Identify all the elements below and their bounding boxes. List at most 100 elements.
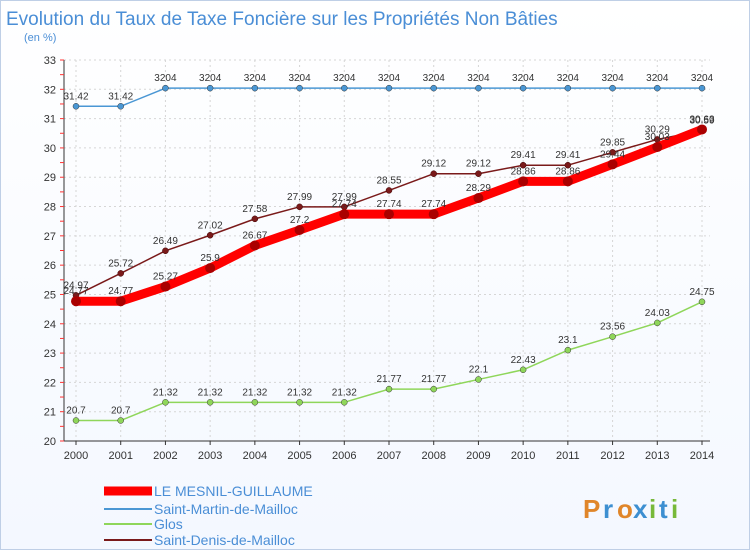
data-point bbox=[162, 247, 169, 255]
data-label: 20.7 bbox=[66, 405, 86, 416]
data-label: 24.75 bbox=[689, 287, 714, 298]
y-tick-label: 22 bbox=[44, 377, 56, 389]
data-point bbox=[607, 159, 618, 170]
data-label: 24.77 bbox=[63, 286, 88, 297]
data-point bbox=[206, 232, 214, 239]
y-tick-label: 25 bbox=[44, 289, 56, 301]
data-label: 29.44 bbox=[600, 149, 625, 160]
data-label: 29.41 bbox=[555, 150, 580, 161]
data-label: 30.63 bbox=[689, 114, 714, 125]
data-label: 27.99 bbox=[332, 192, 357, 203]
data-label: 29.12 bbox=[466, 159, 491, 170]
data-point bbox=[385, 187, 393, 194]
data-label: 24.77 bbox=[108, 286, 133, 297]
data-label: 25.72 bbox=[108, 258, 133, 269]
data-point bbox=[430, 84, 437, 92]
data-label: 3204 bbox=[423, 73, 446, 84]
data-point bbox=[518, 176, 529, 187]
y-tick-label: 30 bbox=[44, 143, 56, 155]
data-point bbox=[249, 240, 260, 251]
data-point bbox=[71, 296, 81, 307]
legend-label: Glos bbox=[154, 516, 183, 532]
data-point bbox=[519, 366, 527, 374]
data-label: 21.77 bbox=[376, 374, 401, 385]
legend-label: LE MESNIL-GUILLAUME bbox=[154, 483, 313, 499]
data-label: 3204 bbox=[601, 73, 624, 84]
data-point bbox=[654, 84, 661, 92]
data-label: 22.43 bbox=[511, 355, 536, 366]
data-point bbox=[341, 399, 348, 406]
series-group bbox=[71, 84, 707, 424]
x-tick-label: 2007 bbox=[377, 450, 401, 462]
logo-letter: i bbox=[649, 494, 656, 524]
data-point bbox=[430, 385, 437, 393]
data-point bbox=[654, 319, 661, 327]
data-point bbox=[428, 209, 439, 220]
data-point bbox=[473, 193, 484, 204]
data-label: 3204 bbox=[154, 73, 177, 84]
data-label: 23.1 bbox=[558, 335, 578, 346]
data-point bbox=[117, 270, 124, 277]
data-point bbox=[341, 84, 348, 92]
data-label: 3204 bbox=[333, 73, 356, 84]
data-point bbox=[385, 84, 393, 92]
data-point bbox=[564, 346, 572, 354]
x-tick-label: 2012 bbox=[600, 450, 624, 462]
logo-letter: r bbox=[603, 494, 613, 524]
y-tick-label: 20 bbox=[44, 436, 56, 448]
data-label: 3204 bbox=[288, 73, 311, 84]
y-tick-label: 27 bbox=[44, 231, 56, 243]
data-label: 31.42 bbox=[63, 91, 88, 102]
data-label: 29.12 bbox=[421, 159, 446, 170]
data-label: 21.32 bbox=[198, 387, 223, 398]
logo-letter: o bbox=[617, 494, 633, 524]
data-label: 30.03 bbox=[645, 132, 670, 143]
data-point bbox=[609, 84, 616, 92]
legend-label: Saint-Denis-de-Mailloc bbox=[154, 532, 295, 548]
data-label: 21.32 bbox=[287, 387, 312, 398]
axes: 20 21 22 23 24 25 26 27 28 29 30 31 32 33 2000 2001 2002… bbox=[44, 55, 714, 462]
data-point bbox=[475, 376, 482, 383]
data-point bbox=[562, 176, 573, 187]
x-tick-label: 2014 bbox=[690, 450, 714, 462]
data-label: 25.9 bbox=[200, 253, 220, 264]
data-point bbox=[162, 84, 169, 92]
data-label: 29.85 bbox=[600, 137, 625, 148]
data-label: 21.77 bbox=[421, 374, 446, 385]
data-point bbox=[339, 209, 350, 220]
data-label: 3204 bbox=[691, 73, 714, 84]
data-label: 21.32 bbox=[242, 387, 267, 398]
x-tick-label: 2011 bbox=[556, 450, 580, 462]
data-point bbox=[519, 161, 527, 169]
data-label: 21.32 bbox=[153, 387, 178, 398]
x-tick-label: 2013 bbox=[645, 450, 669, 462]
data-label: 27.74 bbox=[332, 199, 357, 210]
data-label: 28.29 bbox=[466, 183, 491, 194]
data-point bbox=[251, 399, 259, 406]
data-label: 3204 bbox=[646, 73, 669, 84]
y-tick-label: 28 bbox=[44, 202, 56, 214]
data-label: 26.49 bbox=[153, 236, 178, 247]
x-tick-label: 2004 bbox=[243, 450, 267, 462]
x-tick-label: 2009 bbox=[466, 450, 490, 462]
y-tick-label: 24 bbox=[44, 319, 56, 331]
data-label: 27.99 bbox=[287, 192, 312, 203]
data-labels: 24.97 25.72 26.49 27.02 27.58 27.99 27.99 28.55… bbox=[63, 73, 714, 416]
data-point bbox=[206, 84, 214, 92]
data-point bbox=[296, 203, 303, 211]
data-label: 27.74 bbox=[376, 199, 401, 210]
chart-subtitle: (en %) bbox=[24, 32, 56, 44]
y-tick-label: 23 bbox=[44, 348, 56, 360]
x-tick-label: 2003 bbox=[198, 450, 222, 462]
logo-letter: x bbox=[633, 494, 648, 524]
data-point bbox=[475, 84, 482, 92]
data-point bbox=[385, 385, 393, 393]
data-label: 3204 bbox=[378, 73, 401, 84]
data-point bbox=[160, 281, 171, 292]
data-label: 29.41 bbox=[511, 150, 536, 161]
data-label: 3204 bbox=[557, 73, 580, 84]
data-point bbox=[296, 84, 303, 92]
